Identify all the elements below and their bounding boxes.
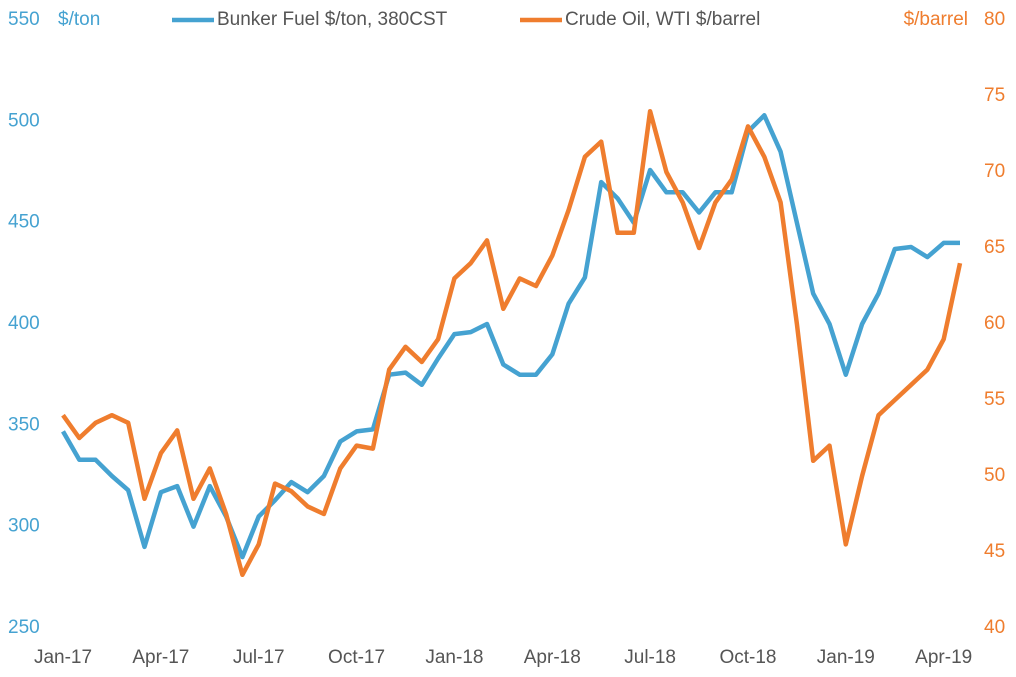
series-line	[61, 108, 963, 578]
x-tick-label: Oct-18	[719, 647, 776, 668]
y-tick-label: 500	[8, 110, 40, 131]
y2-tick-label: 60	[984, 313, 1005, 334]
x-tick-label: Apr-19	[915, 647, 972, 668]
x-tick-label: Jul-17	[233, 647, 285, 668]
y2-tick-label: 70	[984, 161, 1005, 182]
y-axis-label: $/ton	[58, 9, 100, 30]
y2-tick-label: 75	[984, 85, 1005, 106]
series-line	[61, 113, 960, 560]
x-tick-label: Oct-17	[328, 647, 385, 668]
y-tick-label: 300	[8, 516, 40, 537]
x-tick-label: Jan-18	[425, 647, 483, 668]
y2-tick-label: 50	[984, 465, 1005, 486]
y-tick-label: 550	[8, 9, 40, 30]
y-tick-label: 400	[8, 313, 40, 334]
y2-tick-label: 65	[984, 237, 1005, 258]
y-tick-label: 250	[8, 617, 40, 638]
y2-tick-label: 45	[984, 541, 1005, 562]
y2-tick-label: 40	[984, 617, 1005, 638]
y2-tick-label: 55	[984, 389, 1005, 410]
y2-tick-label: 80	[984, 9, 1005, 30]
y-tick-label: 350	[8, 414, 40, 435]
x-tick-label: Jan-17	[34, 647, 92, 668]
legend-label: Crude Oil, WTI $/barrel	[565, 9, 760, 30]
y2-axis-label: $/barrel	[904, 9, 968, 30]
y-tick-label: 450	[8, 212, 40, 233]
x-tick-label: Apr-18	[524, 647, 581, 668]
x-tick-label: Jan-19	[817, 647, 875, 668]
x-tick-label: Apr-17	[132, 647, 189, 668]
x-tick-label: Jul-18	[624, 647, 676, 668]
legend-label: Bunker Fuel $/ton, 380CST	[217, 9, 448, 30]
